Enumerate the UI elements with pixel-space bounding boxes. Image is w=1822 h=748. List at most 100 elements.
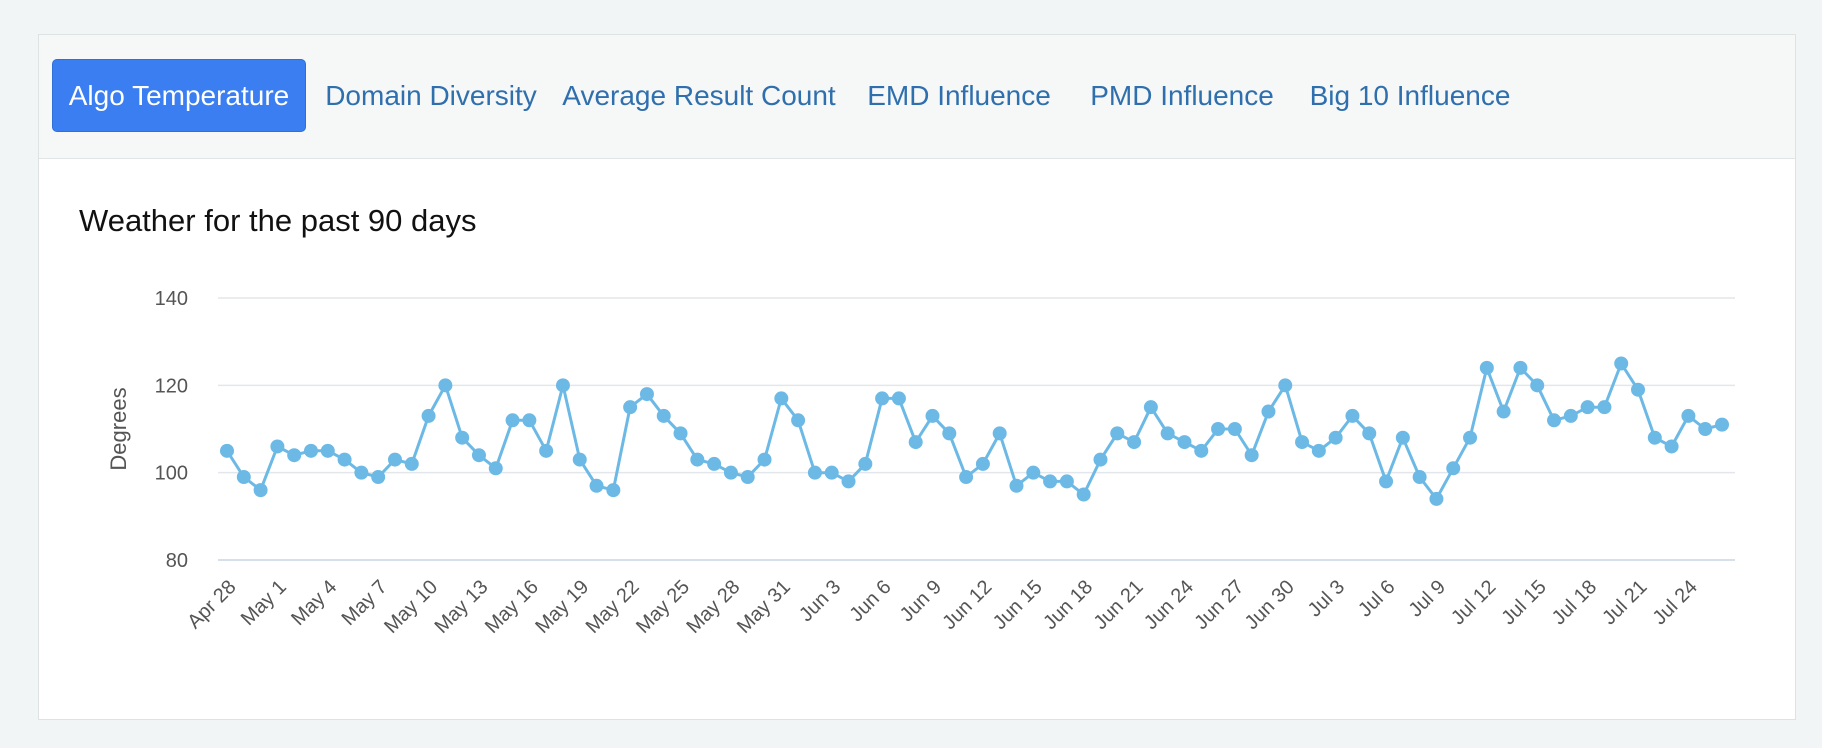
data-point [975,456,990,471]
data-point [387,452,402,467]
y-tick-label: 80 [166,550,188,572]
x-tick-label: May 1 [237,576,291,630]
data-point [606,483,621,498]
data-point [1513,360,1528,375]
data-point [673,426,688,441]
data-point [555,378,570,393]
y-axis-label: Degrees [106,387,131,470]
x-tick-label: Jul 18 [1548,576,1601,629]
x-tick-label: Jul 6 [1354,576,1399,621]
data-point [1412,470,1427,485]
data-point [303,443,318,458]
data-point [1345,408,1360,423]
x-tick-label: Jun 27 [1190,576,1248,634]
data-point [1362,426,1377,441]
data-point [1076,487,1091,502]
x-tick-label: May 22 [582,576,644,638]
data-point [1479,360,1494,375]
chart-title: Weather for the past 90 days [79,203,477,238]
data-point [1647,430,1662,445]
data-point [1446,461,1461,476]
data-point [522,413,537,428]
data-point [438,378,453,393]
data-point [320,443,335,458]
data-point [1463,430,1478,445]
data-point [539,443,554,458]
data-point [1631,382,1646,397]
data-point [572,452,587,467]
data-point [690,452,705,467]
x-tick-label: Jul 15 [1497,576,1550,629]
tab-emd-influence[interactable]: EMD Influence [867,79,1051,111]
x-tick-label: May 4 [287,576,341,630]
x-tick-label: Jun 3 [795,576,845,626]
data-point [488,461,503,476]
data-point [1177,435,1192,450]
data-point [1211,422,1226,436]
x-tick-label: Jun 15 [989,576,1047,634]
y-tick-label: 100 [155,463,188,485]
data-point [421,408,436,423]
x-tick-label: Jun 6 [845,576,895,626]
data-point [925,408,940,423]
data-point [824,465,839,480]
data-point [942,426,957,441]
x-tick-label: May 31 [733,576,795,638]
data-point [337,452,352,467]
tab-algo-temperature[interactable]: Algo Temperature [52,59,306,132]
x-tick-label: May 19 [531,576,593,638]
x-tick-label: May 13 [431,576,493,638]
x-tick-label: Jul 24 [1649,576,1702,629]
data-point [1093,452,1108,467]
data-point [656,408,671,423]
data-point [1530,378,1545,393]
data-point [807,465,822,480]
data-point [589,478,604,493]
data-point [471,448,486,463]
data-point [1261,404,1276,419]
data-point [1110,426,1125,441]
tab-pmd-influence[interactable]: PMD Influence [1090,79,1274,111]
data-point [1194,443,1209,458]
tab-bar: Algo Temperature Domain Diversity Averag… [39,35,1795,159]
data-point [505,413,520,428]
data-point [1580,400,1595,415]
data-point [270,439,285,454]
data-point [1295,435,1310,450]
data-point [858,456,873,471]
tab-domain-diversity[interactable]: Domain Diversity [325,79,537,111]
data-point [287,448,302,463]
data-point [236,470,251,485]
data-point [992,426,1007,441]
data-point [891,391,906,406]
data-point [1715,417,1729,432]
data-point [1379,474,1394,489]
data-point [1597,400,1612,415]
data-point [1244,448,1259,463]
data-point [1681,408,1696,423]
y-tick-label: 120 [155,375,188,397]
data-point [1127,435,1142,450]
data-point [455,430,470,445]
data-point [841,474,856,489]
data-point [1059,474,1074,489]
data-point [371,470,386,485]
data-point [1311,443,1326,458]
data-point [639,387,654,402]
data-point [1563,408,1578,423]
data-point [740,470,755,485]
x-tick-label: Jun 21 [1090,576,1148,634]
data-point [623,400,638,415]
data-point [1664,439,1679,454]
x-tick-label: Jun 18 [1039,576,1097,634]
x-tick-label: Jul 3 [1304,576,1349,621]
tab-average-result-count[interactable]: Average Result Count [562,79,836,111]
data-point [1698,422,1713,436]
tab-big-10-influence[interactable]: Big 10 Influence [1309,79,1511,111]
data-point [1227,422,1242,436]
data-point [908,435,923,450]
data-point [1143,400,1158,415]
x-tick-label: Jul 21 [1598,576,1651,629]
x-tick-label: Jul 12 [1447,576,1500,629]
